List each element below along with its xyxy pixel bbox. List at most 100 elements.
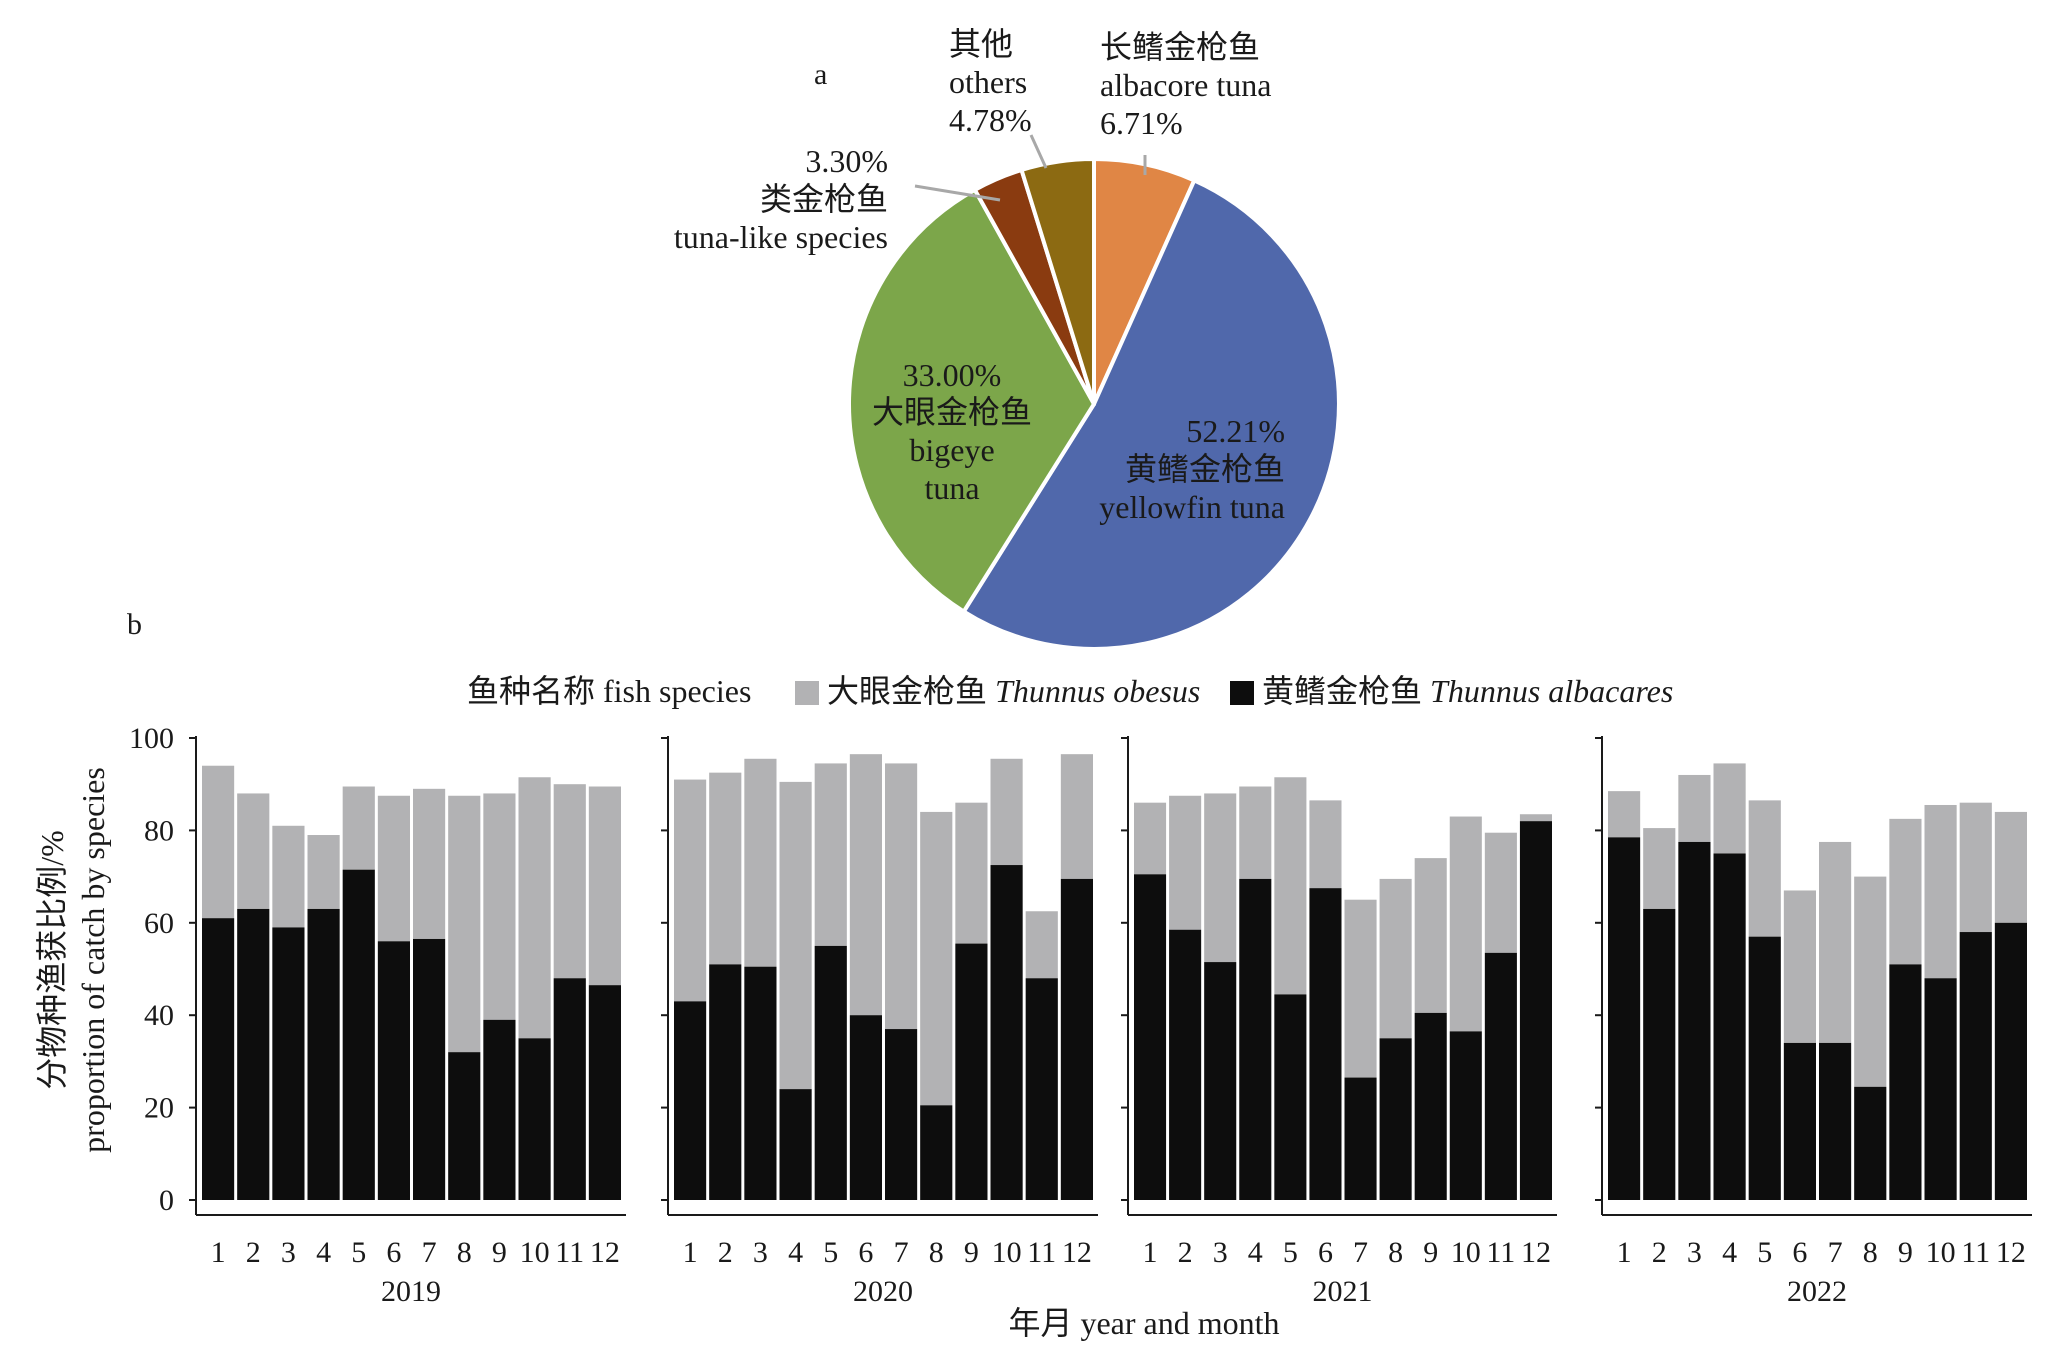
bar-yellowfin-2021-12	[1519, 821, 1552, 1200]
label-others-cn: 其他	[949, 26, 1013, 62]
bar-bigeye-2019-10	[518, 777, 551, 1039]
bar-bigeye-2022-3	[1678, 774, 1711, 842]
label-yellowfin: 52.21% 黄鳍金枪鱼 yellowfin tuna	[1099, 413, 1285, 525]
label-yellowfin-cn: 黄鳍金枪鱼	[1125, 451, 1285, 487]
label-tuna-like-en: tuna-like species	[674, 219, 888, 255]
y-axis-title: 分物种渔获比例/% proportion of catch by species	[34, 767, 111, 1153]
y-tick-label-20: 20	[144, 1092, 174, 1125]
label-others-en: others	[949, 64, 1027, 100]
panel-b-label: b	[127, 608, 142, 641]
y-axis-title-en: proportion of catch by species	[75, 767, 111, 1153]
bar-yellowfin-2019-4	[307, 908, 340, 1200]
bar-yellowfin-2022-12	[1994, 922, 2027, 1200]
bar-bigeye-2019-3	[272, 825, 305, 928]
bar-yellowfin-2020-7	[885, 1029, 918, 1200]
bar-yellowfin-2022-9	[1889, 964, 1922, 1200]
x-axis-title: 年月 year and month	[1008, 1305, 1279, 1341]
bar-bigeye-2020-11	[1025, 911, 1058, 979]
bar-yellowfin-2020-9	[955, 943, 988, 1200]
month-tick-2020-3: 3	[753, 1236, 768, 1269]
month-tick-2022-8: 8	[1863, 1236, 1878, 1269]
label-bigeye-en-2: tuna	[924, 470, 979, 506]
month-tick-2019-9: 9	[492, 1236, 507, 1269]
month-tick-2020-10: 10	[992, 1236, 1022, 1269]
label-albacore-en: albacore tuna	[1100, 67, 1271, 103]
bar-bigeye-2019-8	[448, 795, 481, 1053]
bar-bigeye-2021-6	[1309, 800, 1342, 889]
label-bigeye-cn: 大眼金枪鱼	[872, 394, 1032, 430]
bar-bigeye-2022-9	[1889, 818, 1922, 965]
month-tick-2022-1: 1	[1617, 1236, 1632, 1269]
bar-yellowfin-2019-12	[588, 985, 621, 1200]
bar-bigeye-2020-2	[709, 772, 742, 965]
month-tick-2021-3: 3	[1213, 1236, 1228, 1269]
bar-yellowfin-2020-3	[744, 966, 777, 1200]
month-tick-2021-2: 2	[1178, 1236, 1193, 1269]
bar-bigeye-2021-8	[1379, 878, 1412, 1039]
bar-bigeye-2019-4	[307, 835, 340, 909]
bar-bigeye-2022-11	[1959, 802, 1992, 933]
bar-bigeye-2020-7	[885, 763, 918, 1030]
legend-label-yellowfin: 黄鳍金枪鱼 Thunnus albacares	[1262, 673, 1673, 709]
label-yellowfin-en: yellowfin tuna	[1099, 489, 1285, 525]
bar-bigeye-2022-4	[1713, 763, 1746, 854]
month-tick-2019-11: 11	[555, 1236, 584, 1269]
bar-yellowfin-2022-11	[1959, 932, 1992, 1200]
month-tick-2020-9: 9	[964, 1236, 979, 1269]
legend-yellowfin-latin: Thunnus albacares	[1430, 673, 1673, 709]
month-tick-2019-3: 3	[281, 1236, 296, 1269]
bar-yellowfin-2022-6	[1783, 1042, 1816, 1200]
year-label-2019: 2019	[381, 1275, 441, 1308]
bar-bigeye-2019-12	[588, 786, 621, 986]
leader-line-tuna-like	[914, 184, 1001, 202]
label-yellowfin-pct: 52.21%	[1186, 413, 1285, 449]
month-tick-2019-2: 2	[246, 1236, 261, 1269]
bar-bigeye-2022-6	[1783, 890, 1816, 1043]
bar-bigeye-2021-2	[1169, 795, 1202, 930]
month-tick-2021-1: 1	[1143, 1236, 1158, 1269]
month-tick-2021-9: 9	[1423, 1236, 1438, 1269]
month-tick-2019-1: 1	[211, 1236, 226, 1269]
bar-bigeye-2019-2	[237, 793, 270, 909]
legend-bigeye-latin: Thunnus obesus	[995, 673, 1200, 709]
bar-yellowfin-2019-1	[202, 918, 235, 1200]
bar-bigeye-2020-4	[779, 781, 812, 1090]
bar-yellowfin-2022-3	[1678, 841, 1711, 1200]
bar-bigeye-2019-11	[553, 784, 586, 979]
bar-yellowfin-2020-6	[849, 1015, 882, 1200]
bar-yellowfin-2021-1	[1134, 874, 1167, 1200]
bar-bigeye-2019-5	[342, 786, 375, 870]
label-bigeye-pct: 33.00%	[903, 357, 1002, 393]
bar-yellowfin-2022-8	[1854, 1086, 1887, 1200]
month-tick-2022-12: 12	[1996, 1236, 2026, 1269]
label-tuna-like-pct: 3.30%	[805, 143, 888, 179]
y-tick-label-40: 40	[144, 999, 174, 1032]
label-albacore-cn: 长鳍金枪鱼	[1100, 29, 1260, 65]
bar-bigeye-2022-10	[1924, 804, 1957, 979]
label-tuna-like-cn: 类金枪鱼	[760, 181, 888, 217]
bar-bigeye-2020-3	[744, 758, 777, 967]
pie-slice-others	[1019, 157, 1096, 406]
y-tick-label-80: 80	[144, 814, 174, 847]
bar-bigeye-2021-3	[1204, 793, 1237, 963]
bar-bigeye-2021-7	[1344, 899, 1377, 1078]
panel-a-label: a	[814, 58, 827, 91]
month-tick-2019-8: 8	[457, 1236, 472, 1269]
bar-bigeye-2020-12	[1060, 754, 1093, 879]
month-tick-2021-5: 5	[1283, 1236, 1298, 1269]
year-label-2021: 2021	[1313, 1275, 1373, 1308]
bar-yellowfin-2020-12	[1060, 878, 1093, 1200]
label-bigeye: 33.00% 大眼金枪鱼 bigeye tuna	[872, 357, 1032, 506]
bar-bigeye-2019-6	[377, 795, 410, 942]
month-tick-2022-5: 5	[1757, 1236, 1772, 1269]
month-tick-2021-12: 12	[1521, 1236, 1551, 1269]
bar-yellowfin-2019-5	[342, 869, 375, 1200]
bar-yellowfin-2019-6	[377, 941, 410, 1200]
bar-yellowfin-2019-8	[448, 1052, 481, 1200]
month-tick-2019-4: 4	[316, 1236, 331, 1269]
bar-yellowfin-2020-10	[990, 865, 1023, 1200]
bar-yellowfin-2021-9	[1414, 1012, 1447, 1200]
bar-yellowfin-2019-10	[518, 1038, 551, 1200]
